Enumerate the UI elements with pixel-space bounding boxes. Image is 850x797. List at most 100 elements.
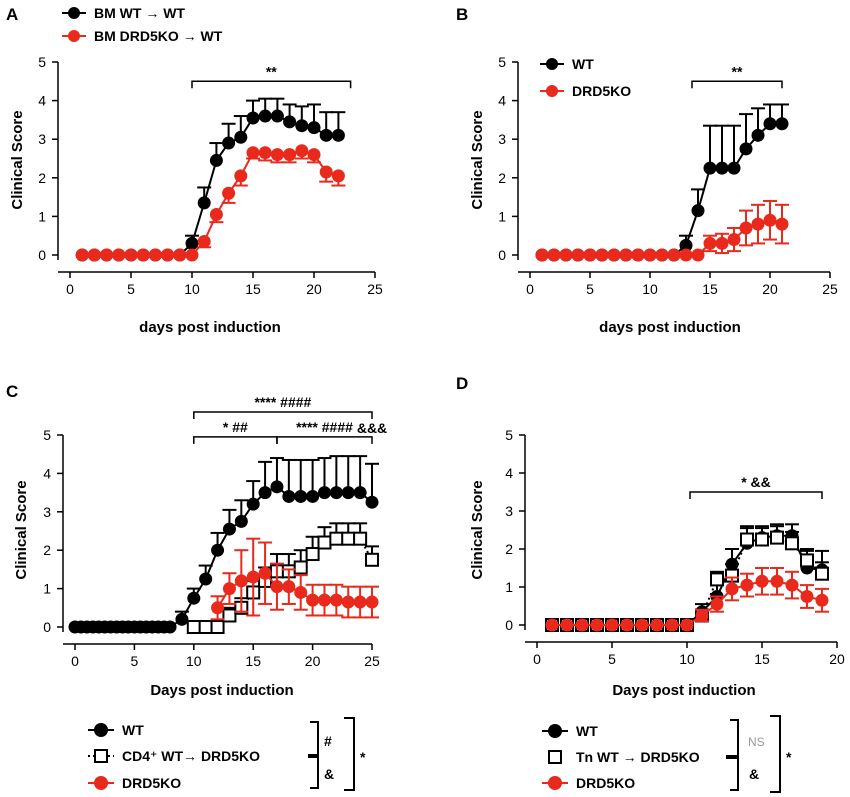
y-tick-label: 3 [38,131,46,147]
panel-letter-d: D [456,374,468,393]
data-point [751,217,765,231]
legend-marker-drd5ko [546,85,558,97]
data-point [234,169,248,183]
data-point [198,620,213,634]
data-point [282,580,296,594]
legend-marker-wt [548,724,562,738]
y-tick-label: 4 [498,93,506,109]
legend-label-tn: Tn WT → DRD5KO [576,749,700,765]
x-tick-label: 0 [66,281,74,297]
data-point [173,248,187,262]
legend-marker-drd5ko [548,776,562,790]
data-point [317,486,331,500]
x-axis-title-b: days post induction [599,319,741,336]
data-point [222,582,236,596]
data-point [770,530,784,545]
data-point [583,248,597,262]
legend-marker-drd5ko [94,776,108,790]
data-point [727,233,741,247]
data-point [246,497,260,511]
legend-label-drd5ko: DRD5KO [122,775,181,791]
legend-label-drd5ko: DRD5KO [576,775,635,791]
legend-marker-cd4 [94,749,108,763]
data-point [679,238,693,252]
data-point [294,489,308,503]
panel-b: B WT DRD5KO Clinical Score days post ind… [456,5,838,336]
data-point [234,130,248,144]
y-tick-label: 1 [498,208,506,224]
data-point [740,532,754,547]
y-axis-title-a: Clinical Score [9,110,26,209]
data-point [258,486,272,500]
legend-label-drd5ko: DRD5KO [572,83,631,99]
data-point [775,117,789,131]
data-point [329,593,343,607]
significance-bracket [276,436,373,444]
y-tick-label: 5 [43,427,51,443]
data-point [246,570,260,584]
y-tick-label: 0 [505,617,513,633]
legend-d: WT Tn WT → DRD5KO DRD5KO NS & * [542,715,792,793]
data-point [620,618,634,632]
data-point [163,620,177,634]
data-point [294,585,308,599]
data-point [197,234,211,248]
data-point [222,608,237,623]
data-point [305,547,320,562]
data-point [695,609,709,622]
data-point [353,486,367,500]
data-point [755,532,769,547]
data-point [785,536,799,551]
data-point [341,486,355,500]
x-tick-label: 15 [702,281,718,297]
data-point [222,522,236,536]
data-point [295,119,309,133]
data-point [635,618,649,632]
data-point [319,128,333,142]
data-point [571,248,585,262]
x-axis-title-a: days post induction [139,319,281,336]
x-tick-label: 10 [186,653,202,669]
data-point [331,169,345,183]
legend-label-cd4: CD4⁺ WT→ DRD5KO [122,748,260,764]
legend-sig-inner-bottom: & [749,766,759,782]
significance-label: ** [732,63,743,79]
data-point [185,236,199,250]
x-tick-label: 15 [245,281,261,297]
data-point [270,580,284,594]
data-point [727,161,741,175]
data-point [353,595,367,609]
data-point [739,221,753,235]
y-tick-label: 5 [505,427,513,443]
x-tick-label: 5 [608,651,616,667]
data-point [815,593,829,607]
series-drd5ko [545,567,829,632]
data-point [319,165,333,179]
data-point [136,248,150,262]
data-point [246,111,260,125]
y-tick-label: 2 [43,542,51,558]
series-line [82,115,339,256]
x-axis-title-c: Days post induction [150,682,293,699]
x-tick-label: 10 [679,651,695,667]
data-point [197,196,211,210]
series-drd5ko [535,199,789,262]
y-tick-label: 1 [38,208,46,224]
series-bm-wt-wt [75,97,346,262]
data-point [100,248,114,262]
data-point [703,161,717,175]
data-point [329,531,344,546]
data-point [258,146,272,160]
y-axis-title-c: Clinical Score [13,480,30,579]
y-tick-label: 3 [43,504,51,520]
data-point [680,618,694,632]
x-tick-label: 25 [364,653,380,669]
y-axis-title-b: Clinical Score [469,110,486,209]
data-point [306,489,320,503]
data-point [559,248,573,262]
panel-letter-a: A [6,5,18,24]
significance-label: ** [266,63,277,79]
data-point [605,618,619,632]
significance-label: **** #### [296,419,353,435]
data-point [185,248,199,262]
